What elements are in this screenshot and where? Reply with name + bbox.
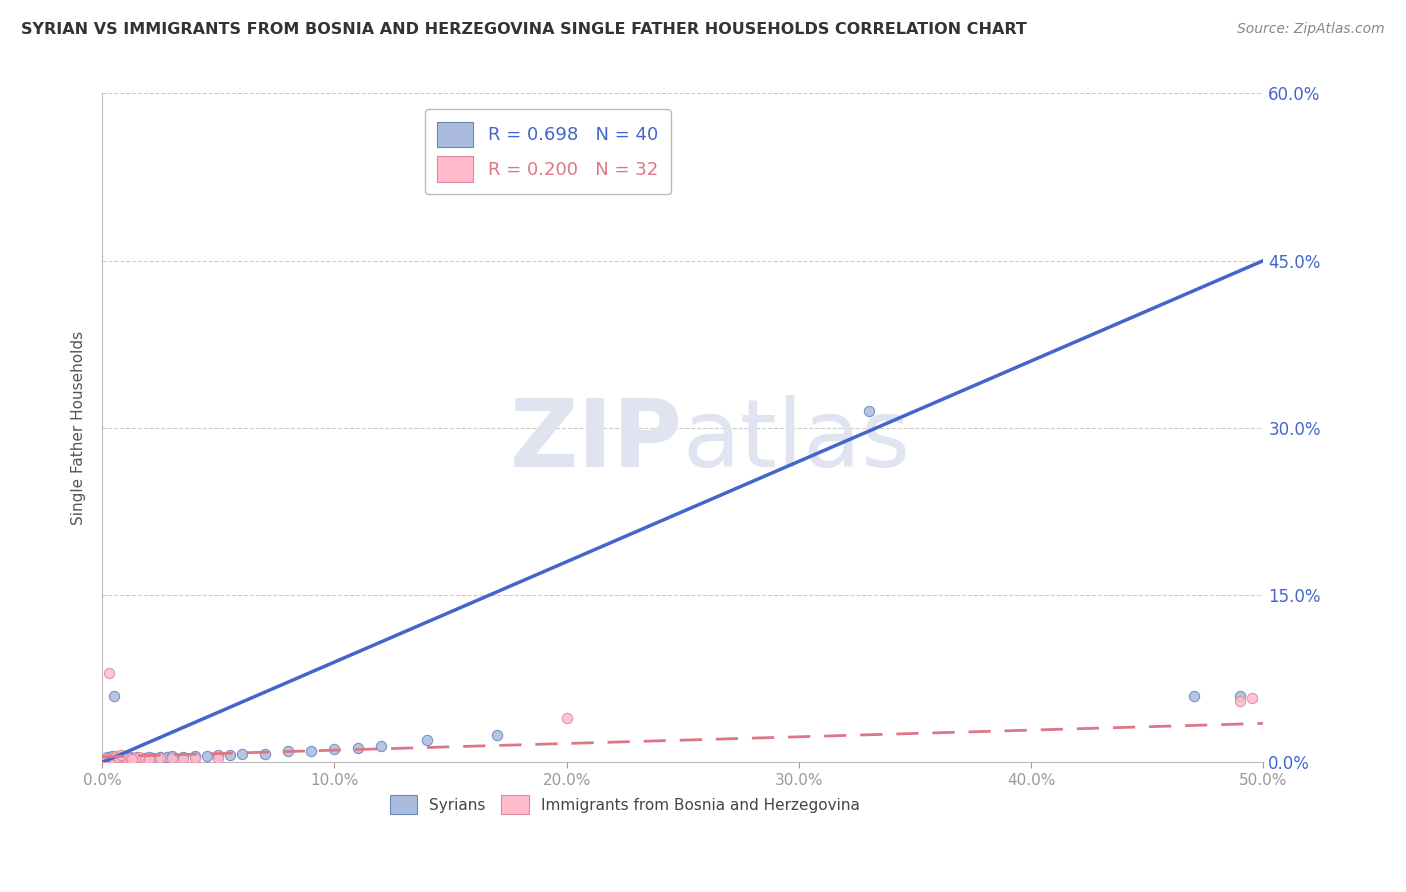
- Point: [219, 747, 242, 762]
- Point: [117, 752, 139, 766]
- Point: [173, 752, 195, 766]
- Point: [121, 751, 143, 765]
- Point: [107, 749, 129, 764]
- Point: [107, 752, 129, 766]
- Point: [120, 751, 142, 765]
- Point: [124, 751, 146, 765]
- Point: [207, 747, 229, 762]
- Point: [105, 751, 128, 765]
- Point: [323, 742, 346, 756]
- Point: [100, 751, 122, 765]
- Point: [156, 749, 179, 764]
- Point: [277, 744, 299, 758]
- Point: [96, 749, 118, 764]
- Point: [112, 752, 135, 766]
- Point: [231, 747, 253, 761]
- Point: [100, 751, 122, 765]
- Point: [299, 744, 322, 758]
- Point: [370, 739, 392, 753]
- Point: [1240, 690, 1263, 705]
- Point: [195, 748, 218, 763]
- Point: [121, 752, 143, 766]
- Point: [555, 711, 578, 725]
- Point: [98, 752, 121, 766]
- Point: [173, 749, 195, 764]
- Point: [138, 749, 160, 764]
- Point: [184, 751, 207, 765]
- Point: [98, 752, 121, 766]
- Point: [207, 751, 229, 765]
- Point: [103, 752, 125, 766]
- Point: [160, 748, 183, 763]
- Point: [253, 747, 276, 761]
- Point: [416, 733, 439, 747]
- Point: [132, 751, 155, 765]
- Point: [112, 752, 135, 766]
- Point: [485, 727, 508, 741]
- Text: atlas: atlas: [683, 395, 911, 487]
- Point: [98, 751, 121, 765]
- Point: [149, 751, 172, 765]
- Point: [110, 751, 132, 765]
- Point: [128, 752, 150, 766]
- Point: [1182, 689, 1205, 703]
- Point: [100, 748, 122, 763]
- Point: [149, 749, 172, 764]
- Point: [105, 749, 128, 764]
- Point: [124, 752, 146, 766]
- Point: [103, 752, 125, 766]
- Point: [103, 689, 125, 703]
- Point: [1229, 689, 1251, 703]
- Point: [160, 751, 183, 765]
- Point: [107, 752, 129, 766]
- Point: [107, 751, 129, 765]
- Point: [114, 748, 136, 763]
- Point: [120, 749, 142, 764]
- Point: [98, 666, 121, 681]
- Point: [858, 404, 880, 418]
- Point: [128, 749, 150, 764]
- Point: [114, 751, 136, 765]
- Point: [184, 748, 207, 763]
- Point: [142, 751, 165, 765]
- Point: [132, 752, 155, 766]
- Text: ZIP: ZIP: [510, 395, 683, 487]
- Y-axis label: Single Father Households: Single Father Households: [72, 331, 86, 525]
- Point: [346, 740, 368, 755]
- Point: [110, 749, 132, 764]
- Point: [117, 751, 139, 765]
- Text: Source: ZipAtlas.com: Source: ZipAtlas.com: [1237, 22, 1385, 37]
- Text: SYRIAN VS IMMIGRANTS FROM BOSNIA AND HERZEGOVINA SINGLE FATHER HOUSEHOLDS CORREL: SYRIAN VS IMMIGRANTS FROM BOSNIA AND HER…: [21, 22, 1026, 37]
- Point: [96, 751, 118, 765]
- Point: [103, 751, 125, 765]
- Point: [110, 747, 132, 762]
- Legend: Syrians, Immigrants from Bosnia and Herzegovina: Syrians, Immigrants from Bosnia and Herz…: [382, 788, 868, 822]
- Point: [105, 748, 128, 763]
- Point: [128, 751, 150, 765]
- Point: [1229, 694, 1251, 708]
- Point: [138, 752, 160, 766]
- Point: [125, 749, 148, 764]
